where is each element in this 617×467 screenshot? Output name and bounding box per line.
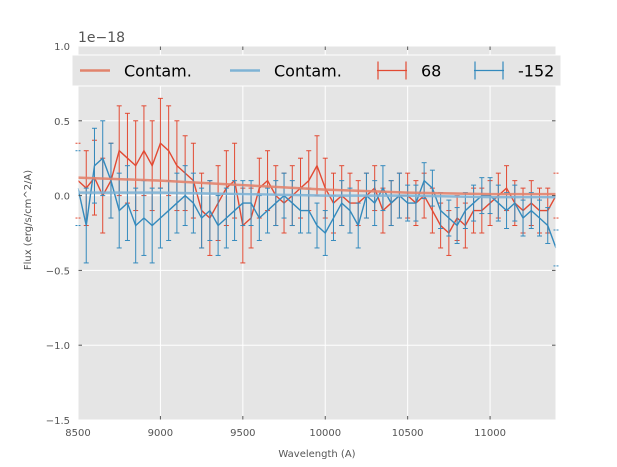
plot-frame xyxy=(77,45,557,421)
y-tick-label: 0.5 xyxy=(54,117,70,128)
legend-item: Contam. xyxy=(80,62,192,81)
x-axis-label: Wavelength (A) xyxy=(278,449,355,460)
y-axis-offset-text: 1e−18 xyxy=(78,30,125,46)
y-tick-label: −1.0 xyxy=(46,341,70,352)
y-tick-label: 0.0 xyxy=(54,192,70,203)
contamination-line xyxy=(78,191,556,199)
legend-label: Contam. xyxy=(274,62,342,81)
series-line xyxy=(77,156,557,249)
legend-item: -152 xyxy=(474,61,554,81)
x-tick-label: 9000 xyxy=(148,428,173,439)
legend-label: Contam. xyxy=(124,62,192,81)
x-tick-label: 8500 xyxy=(65,428,90,439)
series-layer xyxy=(75,97,559,267)
x-tick-label: 10500 xyxy=(392,428,424,439)
axes: 8500 9000 9500 10000 10500 11000 −1.5 −1.0 −0.5 0… xyxy=(46,42,557,439)
y-tick-label: −1.5 xyxy=(46,416,70,427)
legend-item: Contam. xyxy=(230,62,342,81)
legend-label: -152 xyxy=(518,62,554,81)
series-line xyxy=(77,142,557,235)
legend-item: 68 xyxy=(377,61,441,81)
x-tick-label: 9500 xyxy=(230,428,255,439)
y-axis-label: Flux (erg/s/cm^2/A) xyxy=(23,170,34,270)
y-tick-label: 1.0 xyxy=(54,42,70,53)
y-tick-label: −0.5 xyxy=(46,266,70,277)
legend: Contam. Contam. 68 -152 xyxy=(71,54,562,87)
x-tick-label: 11000 xyxy=(474,428,506,439)
x-tick-label: 10000 xyxy=(309,428,341,439)
contamination-line xyxy=(77,176,556,196)
legend-label: 68 xyxy=(421,62,441,81)
